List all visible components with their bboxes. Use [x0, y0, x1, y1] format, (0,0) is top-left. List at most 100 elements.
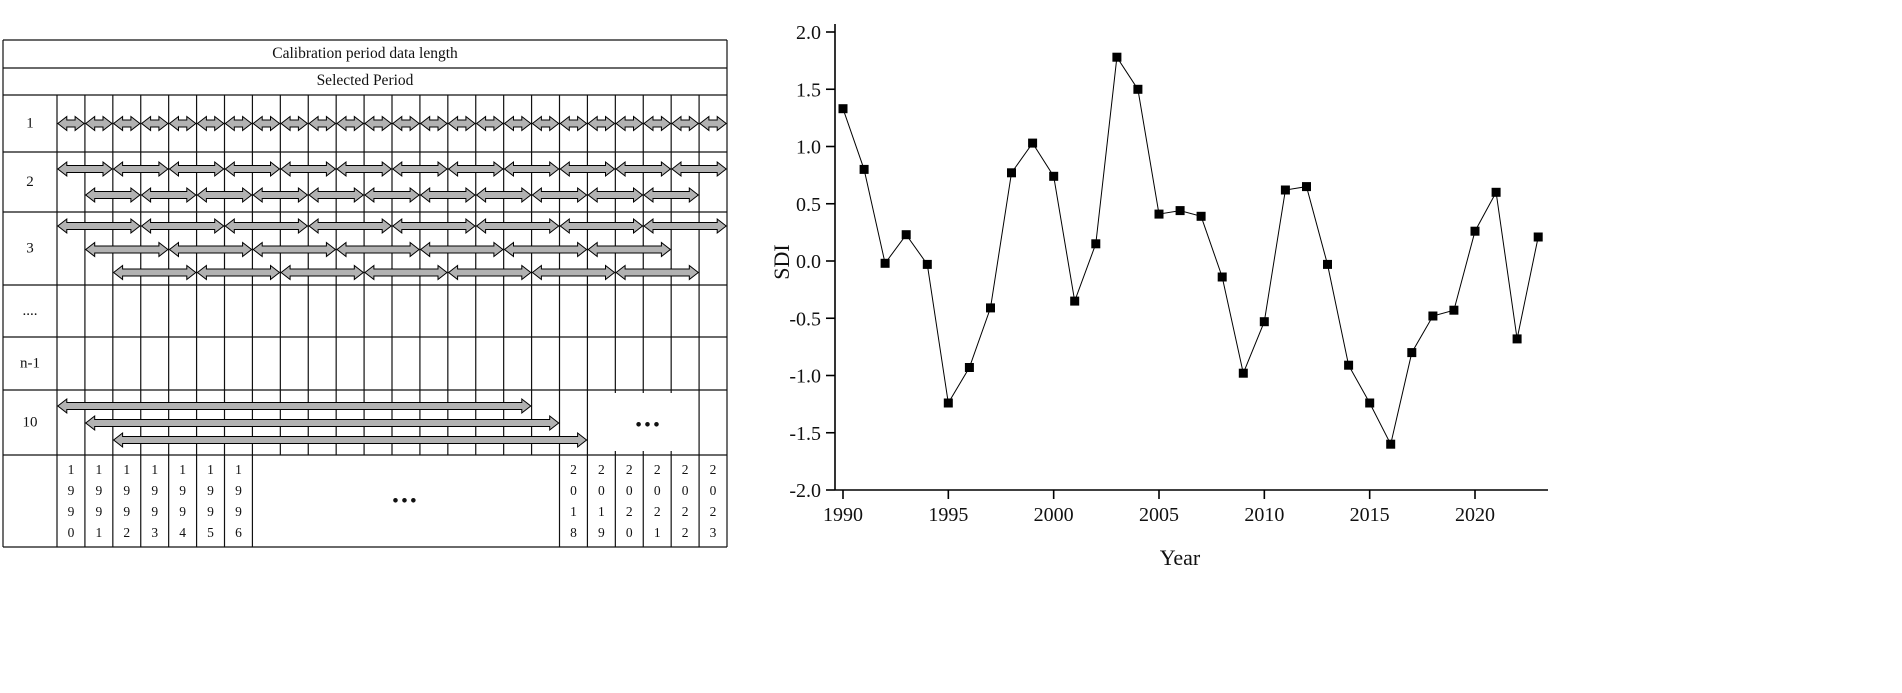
calibration-window-arrow — [447, 264, 532, 281]
year-label-digit: 0 — [682, 483, 689, 498]
year-label-digit: 2 — [123, 525, 130, 540]
calibration-window-arrow — [112, 160, 169, 178]
year-label-digit: 9 — [598, 525, 605, 540]
year-label-digit: 2 — [710, 504, 717, 519]
x-tick-label: 2020 — [1455, 504, 1495, 526]
data-point-marker — [1070, 296, 1080, 306]
data-point-marker — [922, 259, 932, 269]
year-label-digit: 9 — [151, 483, 158, 498]
year-label-digit: 8 — [570, 525, 577, 540]
diagram-header-selected-period: Selected Period — [316, 72, 414, 89]
year-label-digit: 2 — [682, 525, 689, 540]
data-point-marker — [1175, 206, 1185, 216]
calibration-window-arrow — [559, 217, 644, 235]
row-label: 2 — [26, 174, 34, 190]
data-series-line — [842, 55, 1539, 446]
row-label: 10 — [23, 415, 38, 431]
x-tick-label: 1990 — [823, 504, 863, 526]
calibration-window-arrow — [419, 115, 448, 132]
calibration-window-arrow — [531, 264, 616, 281]
x-tick-label: 2005 — [1139, 504, 1179, 526]
calibration-window-arrow — [140, 115, 169, 132]
row-label: .... — [23, 303, 38, 319]
data-point-marker — [880, 258, 890, 268]
calibration-table-svg: 123....n-110 •••1990199119921993199419951… — [2, 39, 728, 548]
calibration-window-arrow — [308, 186, 365, 204]
year-label-digit: 1 — [598, 504, 605, 519]
year-label-digit: 9 — [235, 483, 242, 498]
data-point-marker — [1133, 84, 1143, 94]
data-point-marker — [1154, 209, 1164, 219]
year-label-digit: 9 — [179, 483, 186, 498]
year-label-digit: 9 — [151, 504, 158, 519]
calibration-window-arrow — [587, 186, 644, 204]
calibration-window-arrow — [196, 115, 225, 132]
year-label-digit: 1 — [96, 462, 103, 477]
y-tick-label: -2.0 — [789, 480, 821, 502]
year-label-digit: 2 — [682, 462, 689, 477]
calibration-window-arrow — [643, 115, 672, 132]
calibration-window-arrow — [419, 241, 504, 258]
row10-ellipsis: ••• — [636, 415, 663, 434]
year-label-digit: 2 — [654, 504, 661, 519]
calibration-window-arrow — [308, 217, 393, 235]
year-label-digit: 1 — [151, 462, 158, 477]
year-label-digit: 9 — [123, 504, 130, 519]
x-axis-title: Year — [1159, 545, 1201, 570]
calibration-window-arrow — [419, 186, 476, 204]
y-tick-label: -1.0 — [789, 366, 821, 388]
calibration-window-arrow — [364, 264, 448, 281]
data-point-marker — [1259, 317, 1269, 327]
row-label: 3 — [26, 241, 34, 257]
y-tick-label: 1.0 — [796, 137, 821, 159]
year-label-digit: 0 — [598, 483, 605, 498]
year-label-digit: 9 — [123, 483, 130, 498]
data-point-marker — [1196, 211, 1206, 221]
calibration-window-arrow — [475, 186, 532, 204]
year-label-digit: 9 — [96, 504, 103, 519]
y-tick-label: 2.0 — [796, 22, 821, 44]
calibration-window-arrow — [531, 186, 588, 204]
calibration-window-arrow — [56, 217, 141, 235]
year-label-digit: 0 — [710, 483, 717, 498]
calibration-window-arrow — [336, 241, 420, 258]
calibration-window-arrow — [224, 160, 281, 178]
calibration-window-arrow — [252, 115, 281, 132]
year-label-digit: 6 — [235, 525, 242, 540]
calibration-window-arrow — [364, 115, 393, 132]
year-label-digit: 4 — [179, 525, 186, 540]
x-tick-label: 2010 — [1244, 504, 1284, 526]
calibration-window-arrow — [391, 160, 448, 178]
data-point-marker — [1302, 182, 1311, 192]
calibration-window-arrow — [531, 115, 560, 132]
x-tick-label: 2015 — [1350, 504, 1390, 526]
calibration-window-arrow — [280, 160, 337, 178]
data-point-marker — [1491, 187, 1501, 197]
year-label-digit: 9 — [68, 504, 75, 519]
calibration-window-arrow — [84, 186, 141, 204]
year-label-digit: 1 — [96, 525, 103, 540]
calibration-window-arrow — [336, 160, 393, 178]
calibration-window-arrow — [391, 115, 420, 132]
calibration-window-arrow — [475, 217, 560, 235]
data-point-marker — [859, 164, 869, 174]
calibration-window-arrow — [252, 186, 309, 204]
year-label-digit: 1 — [654, 525, 661, 540]
calibration-window-arrow — [168, 160, 225, 178]
data-point-marker — [1007, 168, 1016, 178]
calibration-window-arrow — [224, 217, 309, 235]
data-point-marker — [1091, 239, 1101, 249]
calibration-window-arrow — [503, 160, 560, 178]
calibration-window-arrow — [615, 115, 644, 132]
data-point-marker — [964, 363, 974, 372]
year-label-digit: 0 — [570, 483, 577, 498]
data-point-marker — [1217, 272, 1227, 282]
year-label-digit: 2 — [710, 462, 717, 477]
calibration-period-diagram: 1 2 3.... n-1 10 ••• 1 9 9 0 1 9 9 1 1 9 9 2 1 9 9 3 1 9 9 4 1 9 9 5 1… — [0, 0, 745, 600]
year-label-digit: 9 — [179, 504, 186, 519]
data-point-marker — [1512, 334, 1522, 344]
diagram-header-calibration: Calibration period data length — [272, 45, 458, 62]
data-point-marker — [986, 303, 995, 313]
calibration-window-arrow — [280, 264, 365, 281]
y-tick-label: 0.0 — [796, 251, 821, 273]
